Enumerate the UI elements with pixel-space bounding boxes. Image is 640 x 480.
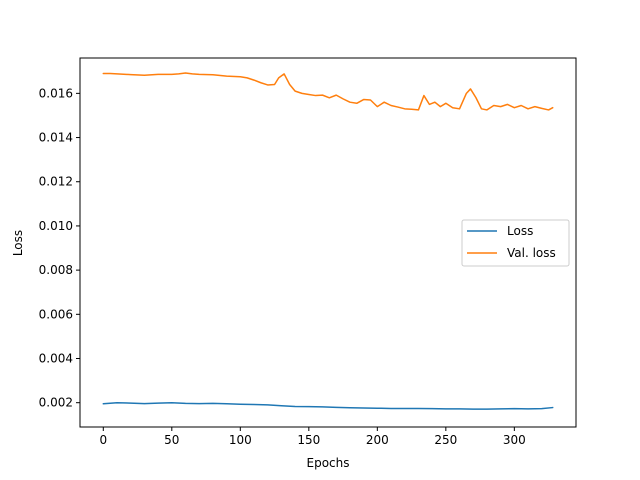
series-lines bbox=[102, 72, 554, 410]
legend-label-loss: Loss bbox=[507, 224, 533, 238]
x-tick-label: 150 bbox=[297, 433, 320, 447]
x-tick-label: 0 bbox=[99, 433, 107, 447]
x-tick-label: 200 bbox=[366, 433, 389, 447]
x-tick-label: 50 bbox=[164, 433, 179, 447]
y-tick-label: 0.004 bbox=[39, 352, 73, 366]
x-tick-label: 100 bbox=[229, 433, 252, 447]
y-tick-label: 0.016 bbox=[39, 86, 73, 100]
legend: Loss Val. loss bbox=[461, 219, 570, 267]
y-tick-label: 0.006 bbox=[39, 307, 73, 321]
y-tick-label: 0.014 bbox=[39, 131, 73, 145]
y-tick-label: 0.008 bbox=[39, 263, 73, 277]
x-axis-ticks: 0 50 100 150 200 250 300 bbox=[99, 427, 526, 447]
legend-label-val-loss: Val. loss bbox=[507, 246, 556, 260]
y-axis-ticks: 0.002 0.004 0.006 0.008 0.010 0.012 0.014 0.016 bbox=[39, 86, 80, 410]
x-axis-label: Epochs bbox=[307, 456, 350, 470]
y-tick-label: 0.010 bbox=[39, 219, 73, 233]
x-tick-label: 300 bbox=[503, 433, 526, 447]
y-axis-label: Loss bbox=[11, 230, 25, 256]
y-tick-label: 0.012 bbox=[39, 175, 73, 189]
series-line-1 bbox=[102, 72, 554, 111]
y-tick-label: 0.002 bbox=[39, 396, 73, 410]
series-line-0 bbox=[102, 401, 554, 410]
x-tick-label: 250 bbox=[434, 433, 457, 447]
plot-area-frame bbox=[79, 57, 577, 428]
